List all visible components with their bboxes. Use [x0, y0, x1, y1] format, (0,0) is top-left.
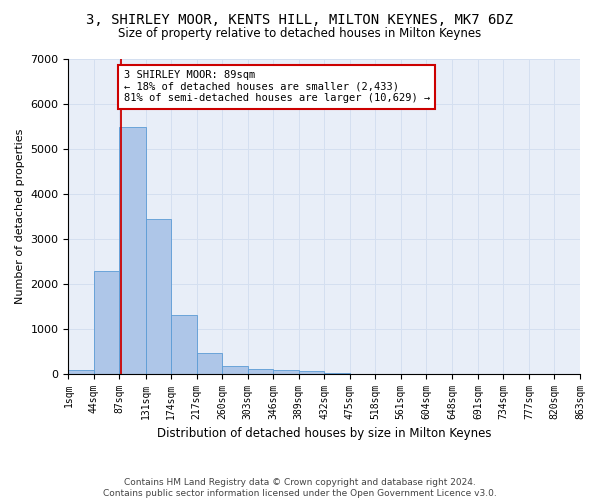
- Bar: [119, 128, 146, 374]
- Bar: [94, 271, 119, 374]
- Bar: [222, 366, 248, 374]
- Text: 3, SHIRLEY MOOR, KENTS HILL, MILTON KEYNES, MK7 6DZ: 3, SHIRLEY MOOR, KENTS HILL, MILTON KEYN…: [86, 12, 514, 26]
- Bar: [68, 370, 94, 374]
- Text: 3 SHIRLEY MOOR: 89sqm
← 18% of detached houses are smaller (2,433)
81% of semi-d: 3 SHIRLEY MOOR: 89sqm ← 18% of detached …: [124, 70, 430, 103]
- Bar: [248, 369, 273, 374]
- Bar: [299, 372, 324, 374]
- Text: Contains HM Land Registry data © Crown copyright and database right 2024.
Contai: Contains HM Land Registry data © Crown c…: [103, 478, 497, 498]
- Bar: [273, 370, 299, 374]
- Bar: [324, 373, 350, 374]
- Text: Size of property relative to detached houses in Milton Keynes: Size of property relative to detached ho…: [118, 28, 482, 40]
- Bar: [171, 315, 197, 374]
- Bar: [197, 352, 222, 374]
- Y-axis label: Number of detached properties: Number of detached properties: [15, 128, 25, 304]
- X-axis label: Distribution of detached houses by size in Milton Keynes: Distribution of detached houses by size …: [157, 427, 491, 440]
- Bar: [146, 218, 171, 374]
